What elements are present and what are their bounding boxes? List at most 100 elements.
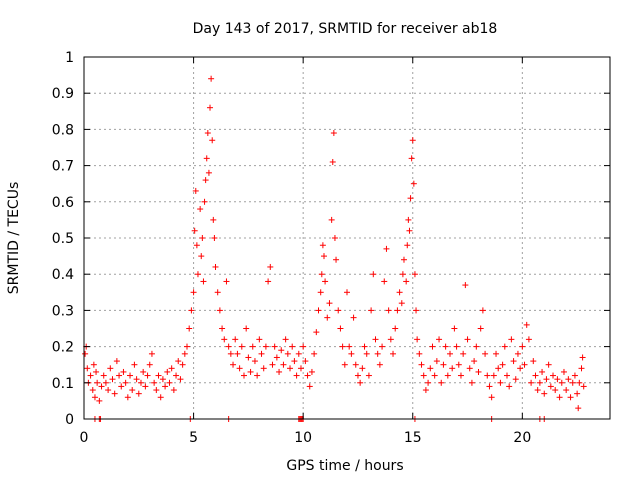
data-point — [260, 365, 267, 372]
y-tick-label: 0.7 — [52, 159, 74, 175]
data-point — [90, 361, 97, 368]
data-point — [545, 361, 552, 368]
data-point — [175, 358, 182, 365]
data-point — [265, 278, 272, 285]
data-point — [418, 361, 425, 368]
data-point — [273, 354, 280, 361]
data-point — [374, 350, 381, 357]
data-point — [361, 343, 368, 350]
data-point — [414, 336, 421, 343]
data-point — [191, 227, 198, 234]
data-point — [190, 289, 197, 296]
data-point — [554, 376, 561, 383]
data-point — [486, 383, 493, 390]
data-point — [199, 235, 206, 241]
data-point — [311, 350, 318, 357]
data-point — [510, 358, 517, 365]
data-point — [245, 354, 252, 361]
data-point — [337, 325, 344, 332]
data-point — [534, 387, 541, 394]
data-point — [184, 343, 191, 350]
data-point — [468, 379, 475, 386]
data-point — [155, 372, 162, 379]
data-point — [144, 372, 151, 379]
data-point — [179, 361, 186, 368]
data-point — [503, 372, 510, 379]
data-point — [333, 256, 340, 263]
y-tick-label: 0.9 — [52, 86, 74, 102]
data-point — [433, 358, 440, 365]
data-point — [394, 307, 401, 314]
data-point — [328, 216, 335, 223]
data-point — [109, 376, 116, 383]
x-tick-label: 5 — [189, 430, 198, 446]
grid-lines — [84, 57, 610, 419]
data-point — [335, 307, 342, 314]
data-point — [324, 314, 331, 321]
data-point — [287, 365, 294, 372]
data-point — [249, 343, 256, 350]
data-point — [225, 343, 232, 350]
data-point — [473, 343, 480, 350]
data-point — [383, 245, 390, 252]
y-tick-label: 1 — [65, 50, 74, 66]
data-point — [107, 365, 114, 372]
data-point — [390, 350, 397, 357]
data-point — [113, 358, 120, 365]
data-point — [514, 350, 521, 357]
data-point — [177, 376, 184, 383]
data-point — [211, 235, 218, 241]
data-point — [318, 271, 325, 278]
data-point — [399, 271, 406, 278]
data-point — [464, 336, 471, 343]
data-point — [282, 336, 289, 343]
data-point — [482, 350, 489, 357]
data-point — [495, 365, 502, 372]
data-point — [576, 379, 583, 386]
data-point — [521, 361, 528, 368]
data-point — [157, 394, 164, 401]
data-point — [455, 361, 462, 368]
data-point — [326, 300, 333, 307]
data-point — [398, 300, 405, 307]
y-tick-label: 0.1 — [52, 376, 74, 392]
data-point — [205, 169, 212, 176]
y-axis-label: SRMTID / TECUs — [6, 182, 22, 295]
data-point — [192, 187, 199, 194]
data-point — [198, 253, 205, 260]
data-point — [475, 368, 482, 375]
x-tick-label: 20 — [513, 430, 531, 446]
data-point — [499, 361, 506, 368]
data-point — [203, 155, 210, 162]
data-point — [528, 379, 535, 386]
data-point — [232, 336, 239, 343]
data-point — [449, 365, 456, 372]
data-point — [262, 343, 269, 350]
data-point — [571, 372, 578, 379]
data-point — [236, 365, 243, 372]
data-point — [563, 387, 570, 394]
data-point — [517, 365, 524, 372]
data-point — [271, 343, 278, 350]
data-point — [329, 158, 336, 165]
data-point — [111, 390, 118, 397]
data-point — [429, 343, 436, 350]
data-point — [370, 271, 377, 278]
data-point — [276, 368, 283, 375]
data-point — [444, 372, 451, 379]
data-point — [339, 343, 346, 350]
data-point — [200, 278, 207, 285]
data-point — [102, 379, 109, 386]
data-point — [413, 307, 420, 314]
data-point — [133, 376, 140, 383]
data-point — [212, 263, 219, 270]
data-point — [368, 307, 375, 314]
data-point — [166, 379, 173, 386]
data-point — [425, 379, 432, 386]
data-point — [508, 336, 515, 343]
data-point — [140, 368, 147, 375]
y-tick-label: 0.8 — [52, 122, 74, 138]
data-point — [405, 216, 412, 223]
data-point — [247, 368, 254, 375]
data-point — [295, 350, 302, 357]
